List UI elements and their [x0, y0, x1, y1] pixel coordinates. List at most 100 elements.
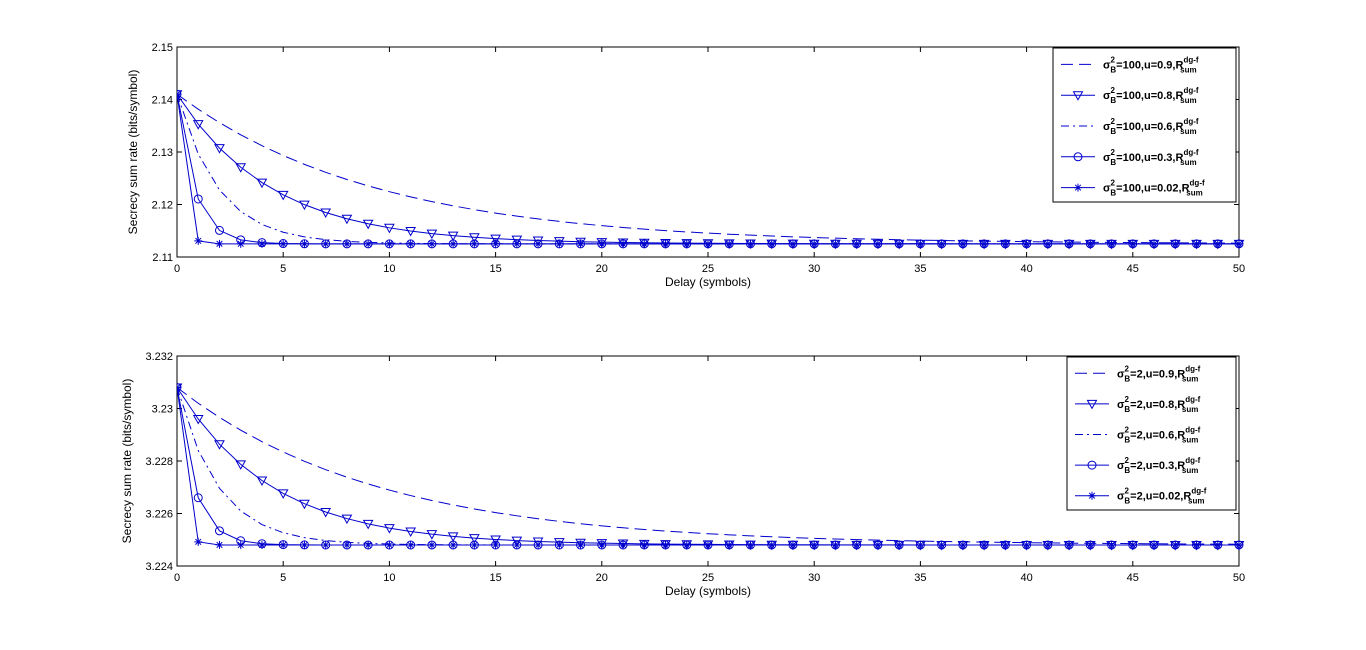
data-point-u0.8 [256, 178, 268, 189]
data-point-u0.02 [406, 541, 415, 549]
legend-text: =100,u=0.8,R [1116, 90, 1183, 102]
legend-sigma-sup: 2 [1111, 86, 1116, 95]
legend-sigma: σ [1117, 430, 1125, 442]
legend-r-sup: dg-f [1183, 55, 1198, 64]
data-point-u0.02 [640, 239, 649, 248]
data-point-u0.02 [873, 239, 882, 248]
data-point-u0.8 [511, 536, 523, 547]
legend-sigma-sub: B [1110, 65, 1116, 74]
data-point-u0.02 [1107, 541, 1116, 549]
data-point-u0.8 [299, 499, 310, 510]
data-point-u0.02 [177, 90, 181, 99]
data-point-u0.02 [470, 541, 479, 549]
legend-r-sup: dg-f [1183, 117, 1198, 126]
legend-sigma-sub: B [1124, 497, 1130, 506]
data-point-u0.02 [279, 239, 288, 248]
legend-r-sup: dg-f [1185, 426, 1200, 435]
data-point-u0.02 [427, 239, 436, 248]
legend-r-sub: sum [1182, 374, 1198, 383]
y-tick-label: 2.15 [152, 42, 173, 54]
data-point-u0.02 [1128, 239, 1137, 248]
legend-sigma: σ [1103, 59, 1111, 71]
data-point-u0.02 [512, 541, 521, 549]
legend-marker [1086, 399, 1098, 410]
data-point-u0.8 [214, 144, 225, 154]
data-point-u0.02 [1107, 239, 1116, 248]
data-point-u0.02 [895, 239, 904, 248]
legend-sigma: σ [1117, 460, 1125, 472]
data-point-u0.02 [597, 239, 606, 248]
data-point-u0.02 [640, 541, 649, 549]
data-point-u0.02 [300, 541, 309, 549]
legend-sigma-sup: 2 [1111, 117, 1116, 126]
legend-sigma: σ [1117, 399, 1125, 411]
data-point-u0.02 [1213, 239, 1222, 248]
legend-sigma: σ [1103, 152, 1111, 164]
x-tick-label: 5 [280, 263, 286, 275]
data-point-u0.02 [1086, 541, 1095, 549]
data-point-u0.02 [810, 541, 819, 549]
legend-r-sub: sum [1188, 497, 1204, 506]
legend-sigma-sup: 2 [1111, 55, 1116, 64]
data-point-u0.3 [214, 526, 224, 536]
data-point-u0.02 [1065, 239, 1074, 248]
data-point-u0.02 [704, 239, 712, 248]
x-tick-label: 0 [174, 263, 180, 275]
legend-sigma-sub: B [1124, 405, 1130, 414]
chart-panel-1: 0 5 10 15 20 25 30 35 40 45 50 2.11 2.12 2.13 2.14 2.15… [126, 42, 1245, 289]
legend-marker [1072, 91, 1084, 101]
legend-marker [1087, 460, 1097, 470]
data-point-u0.02 [491, 541, 500, 549]
data-point-u0.8 [617, 238, 629, 249]
plot-area [176, 355, 1240, 567]
data-point-u0.8 [362, 219, 374, 230]
data-point-u0.8 [256, 476, 268, 487]
data-point-u0.8 [384, 524, 395, 534]
data-point-u0.8 [426, 530, 438, 540]
data-point-u0.02 [1171, 541, 1180, 549]
data-point-u0.02 [1043, 541, 1052, 549]
data-point-u0.02 [873, 541, 882, 549]
data-point-u0.8 [405, 227, 416, 237]
legend-sigma: σ [1117, 368, 1125, 380]
data-point-u0.8 [426, 229, 438, 240]
data-point-u0.02 [1235, 541, 1243, 549]
data-point-u0.02 [257, 541, 266, 549]
data-point-u0.02 [449, 541, 458, 549]
y-tick-label: 2.13 [152, 147, 173, 159]
legend-label: σ2 B=2,u=0.9,Rdg-f sum [1117, 364, 1201, 383]
data-point-u0.02 [576, 541, 585, 549]
data-point-u0.8 [596, 238, 608, 248]
data-point-u0.8 [469, 534, 480, 544]
data-point-u0.8 [192, 415, 204, 425]
legend-label: σ2 B=100,u=0.3,Rdg-f sum [1103, 148, 1199, 167]
x-axis-label: Delay (symbols) [665, 275, 751, 289]
x-tick-label: 45 [1127, 572, 1139, 584]
data-point-u0.02 [788, 239, 797, 248]
data-point-u0.02 [1128, 541, 1137, 549]
data-point-u0.02 [279, 541, 288, 549]
x-tick-label: 30 [808, 263, 820, 275]
data-point-u0.02 [619, 239, 628, 248]
legend-label: σ2 B=100,u=0.8,Rdg-f sum [1103, 86, 1199, 105]
y-tick-label: 2.11 [152, 252, 173, 264]
legend-marker [1074, 183, 1082, 192]
data-point-u0.8 [299, 200, 310, 211]
data-point-u0.02 [342, 239, 351, 248]
data-point-u0.02 [491, 239, 500, 248]
legend-text: =100,u=0.9,R [1116, 59, 1183, 71]
data-point-u0.8 [405, 527, 416, 537]
data-point-u0.8 [341, 514, 353, 525]
data-point-u0.02 [1192, 541, 1201, 549]
data-point-u0.3 [193, 194, 203, 204]
x-tick-label: 15 [489, 572, 501, 584]
legend-sigma-sup: 2 [1111, 148, 1116, 157]
y-tick-label: 3.228 [145, 456, 173, 468]
x-tick-label: 25 [702, 572, 714, 584]
legend-r-sub: sum [1186, 189, 1202, 198]
legend-sigma-sup: 2 [1125, 395, 1130, 404]
legend-r-sub: sum [1180, 65, 1196, 74]
data-point-u0.02 [958, 541, 967, 549]
data-point-u0.8 [447, 532, 459, 542]
